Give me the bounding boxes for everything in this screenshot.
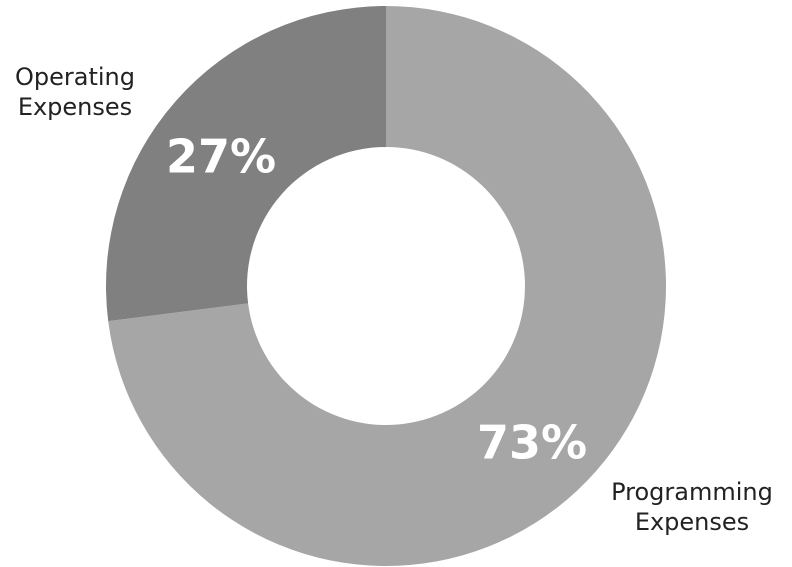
slice-operating-expenses: [106, 6, 386, 322]
category-labels: Programming Expenses Operating Expenses: [15, 63, 773, 536]
slice-programming-expenses: [108, 6, 666, 566]
value-label-programming-expenses: 73%: [477, 416, 587, 470]
category-label-programming-expenses: Programming Expenses: [611, 478, 773, 536]
value-label-operating-expenses: 27%: [166, 130, 276, 184]
donut-slices: [106, 6, 666, 566]
value-labels: 73% 27%: [166, 130, 587, 470]
category-label-operating-expenses: Operating Expenses: [15, 63, 135, 121]
